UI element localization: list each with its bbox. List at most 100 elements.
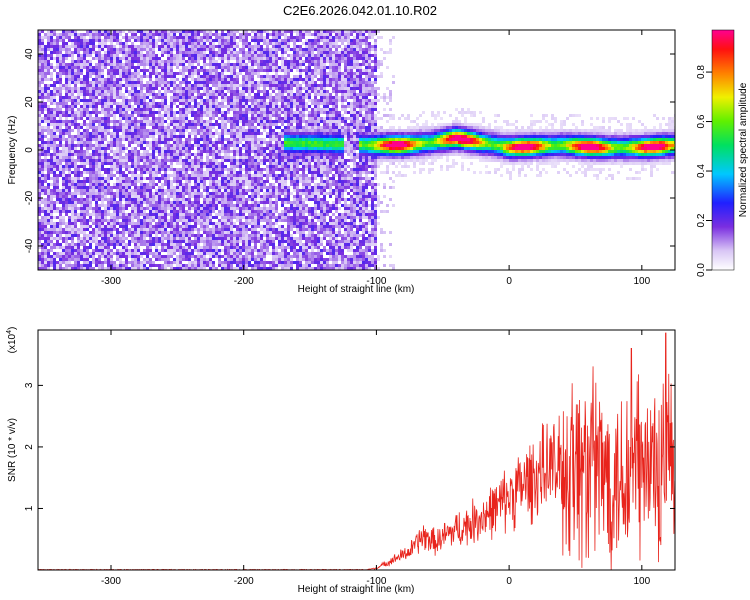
spectrogram-cell xyxy=(161,129,164,132)
spectrogram-cell xyxy=(56,93,59,96)
spectrogram-cell xyxy=(155,72,158,75)
spectrogram-cell xyxy=(98,249,101,252)
spectrogram-cell xyxy=(248,66,251,69)
spectrogram-cell xyxy=(47,252,50,255)
spectrogram-cell xyxy=(152,177,155,180)
spectrogram-cell xyxy=(104,78,107,81)
spectrogram-cell xyxy=(74,102,77,105)
spectrogram-cell xyxy=(212,180,215,183)
spectrogram-cell xyxy=(164,96,167,99)
spectrogram-cell xyxy=(176,198,179,201)
spectrogram-cell xyxy=(173,138,176,141)
spectrogram-cell xyxy=(59,90,62,93)
spectrogram-cell xyxy=(161,225,164,228)
spectrogram-cell xyxy=(98,126,101,129)
spectrogram-cell xyxy=(44,222,47,225)
spectrogram-cell xyxy=(128,159,131,162)
spectrogram-cell xyxy=(173,102,176,105)
spectrogram-cell xyxy=(95,69,98,72)
spectrogram-cell xyxy=(104,249,107,252)
spectrogram-cell xyxy=(113,141,116,144)
spectrogram-cell xyxy=(50,156,53,159)
spectrogram-cell xyxy=(113,144,116,147)
spectrogram-cell xyxy=(179,243,182,246)
spectrogram-cell xyxy=(71,108,74,111)
spectrogram-cell xyxy=(53,264,56,267)
spectrogram-cell xyxy=(92,177,95,180)
spectrogram-cell xyxy=(116,51,119,54)
spectrogram-cell xyxy=(236,198,239,201)
spectrogram-cell xyxy=(50,123,53,126)
spectrogram-cell xyxy=(107,45,110,48)
spectrogram-cell xyxy=(230,189,233,192)
spectrogram-cell xyxy=(116,120,119,123)
spectrogram-cell xyxy=(92,111,95,114)
spectrogram-cell xyxy=(200,219,203,222)
spectrogram-cell xyxy=(167,183,170,186)
spectrogram-cell xyxy=(89,186,92,189)
spectrogram-cell xyxy=(113,45,116,48)
spectrogram-cell xyxy=(59,231,62,234)
spectrogram-cell xyxy=(77,144,80,147)
spectrogram-cell xyxy=(245,252,248,255)
spectrogram-cell xyxy=(59,93,62,96)
spectrogram-cell xyxy=(182,75,185,78)
spectrogram-cell xyxy=(158,207,161,210)
spectrogram-cell xyxy=(245,132,248,135)
spectrogram-cell xyxy=(152,225,155,228)
spectrogram-cell xyxy=(137,120,140,123)
spectrogram-cell xyxy=(176,186,179,189)
spectrogram-cell xyxy=(200,195,203,198)
spectrogram-cell xyxy=(56,102,59,105)
spectrogram-cell xyxy=(212,186,215,189)
spectrogram-cell xyxy=(83,141,86,144)
spectrogram-cell xyxy=(236,255,239,258)
spectrogram-cell xyxy=(122,84,125,87)
spectrogram-cell xyxy=(113,78,116,81)
spectrogram-cell xyxy=(185,180,188,183)
spectrogram-cell xyxy=(200,171,203,174)
spectrogram-cell xyxy=(116,180,119,183)
spectrogram-cell xyxy=(50,234,53,237)
spectrogram-cell xyxy=(95,234,98,237)
spectrogram-cell xyxy=(173,228,176,231)
spectrogram-cell xyxy=(185,189,188,192)
spectrogram-cell xyxy=(218,243,221,246)
spectrogram-cell xyxy=(149,120,152,123)
spectrogram-cell xyxy=(152,117,155,120)
spectrogram-cell xyxy=(152,237,155,240)
spectrogram-cell xyxy=(242,132,245,135)
spectrogram-cell xyxy=(98,66,101,69)
spectrogram-cell xyxy=(245,174,248,177)
spectrogram-cell xyxy=(71,183,74,186)
spectrogram-cell xyxy=(107,63,110,66)
spectrogram-cell xyxy=(44,240,47,243)
spectrogram-cell xyxy=(38,150,41,153)
spectrogram-cell xyxy=(122,162,125,165)
spectrogram-cell xyxy=(128,141,131,144)
spectrogram-cell xyxy=(113,75,116,78)
spectrogram-cell xyxy=(188,84,191,87)
spectrogram-cell xyxy=(107,111,110,114)
spectrogram-cell xyxy=(86,252,89,255)
spectrogram-cell xyxy=(56,246,59,249)
spectrogram-cell xyxy=(65,186,68,189)
spectrogram-cell xyxy=(188,132,191,135)
spectrogram-cell xyxy=(59,138,62,141)
spectrogram-cell xyxy=(89,192,92,195)
spectrogram-cell xyxy=(176,192,179,195)
spectrogram-cell xyxy=(230,93,233,96)
spectrogram-cell xyxy=(185,183,188,186)
spectrogram-cell xyxy=(221,192,224,195)
spectrogram-cell xyxy=(80,117,83,120)
spectrogram-cell xyxy=(140,192,143,195)
spectrogram-cell xyxy=(116,249,119,252)
spectrogram-cell xyxy=(155,228,158,231)
spectrogram-cell xyxy=(89,234,92,237)
spectrogram-cell xyxy=(248,57,251,60)
spectrogram-cell xyxy=(155,129,158,132)
spectrogram-cell xyxy=(152,96,155,99)
spectrogram-cell xyxy=(74,228,77,231)
spectrogram-cell xyxy=(53,210,56,213)
spectrogram-cell xyxy=(89,42,92,45)
